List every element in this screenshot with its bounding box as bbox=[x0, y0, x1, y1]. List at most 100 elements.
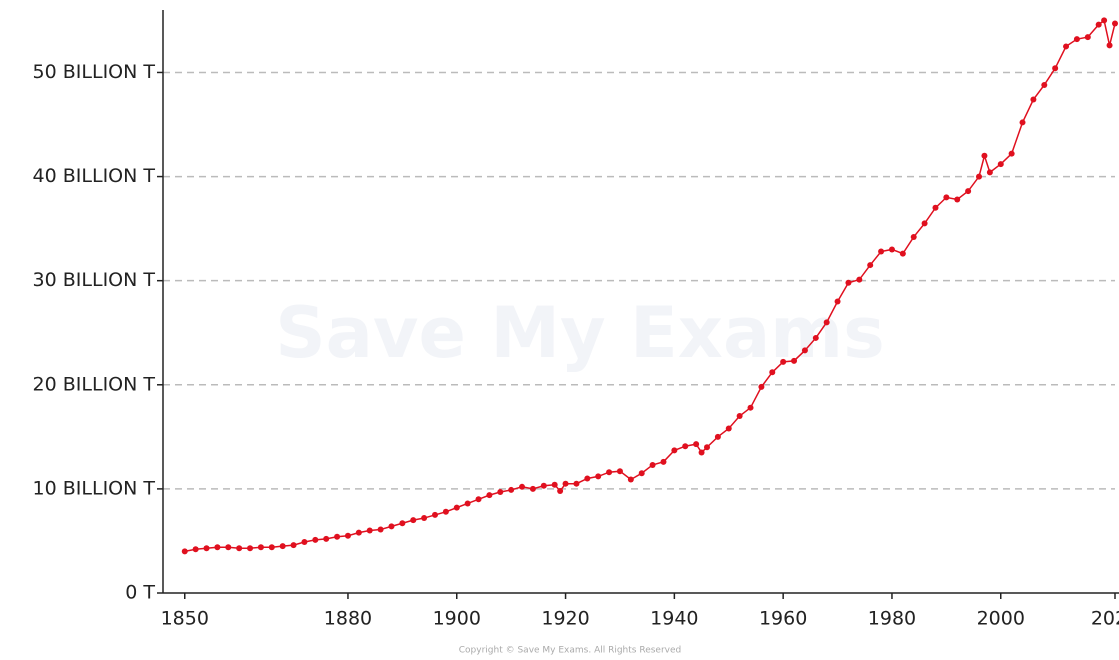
data-point bbox=[954, 196, 961, 203]
data-line bbox=[184, 19, 1116, 553]
y-tick-label: 0 T bbox=[125, 582, 155, 604]
data-point bbox=[301, 538, 308, 545]
data-point bbox=[529, 485, 536, 492]
y-tick-label: 20 BILLION T bbox=[33, 373, 156, 395]
data-point bbox=[192, 546, 199, 553]
data-point bbox=[1073, 36, 1080, 43]
data-point bbox=[432, 511, 438, 518]
data-point bbox=[671, 447, 678, 454]
data-point bbox=[453, 504, 460, 511]
data-point bbox=[932, 204, 939, 211]
data-point bbox=[562, 480, 569, 487]
data-point bbox=[557, 487, 564, 494]
data-point bbox=[943, 194, 950, 201]
x-tick-label: 1900 bbox=[433, 608, 481, 630]
data-point bbox=[791, 357, 798, 364]
data-point bbox=[355, 529, 362, 536]
y-tick-label: 40 BILLION T bbox=[33, 165, 156, 187]
data-point bbox=[693, 441, 700, 448]
data-point bbox=[921, 220, 928, 227]
y-tick-label: 10 BILLION T bbox=[33, 477, 156, 499]
data-point bbox=[475, 496, 482, 503]
footer: Copyright © Save My Exams. All Rights Re… bbox=[459, 646, 681, 656]
data-point bbox=[910, 233, 917, 240]
data-point bbox=[899, 250, 906, 257]
data-point bbox=[997, 161, 1004, 168]
data-point bbox=[649, 461, 656, 468]
data-point bbox=[1063, 43, 1070, 50]
data-point bbox=[573, 480, 580, 487]
data-point bbox=[334, 533, 341, 540]
data-point bbox=[344, 532, 351, 539]
y-tick-label: 30 BILLION T bbox=[33, 269, 156, 291]
data-point bbox=[497, 489, 504, 496]
data-point bbox=[801, 347, 808, 354]
data-point bbox=[464, 500, 471, 507]
data-point bbox=[682, 443, 689, 450]
x-tick-label: 2000 bbox=[977, 608, 1025, 630]
data-point bbox=[399, 520, 406, 527]
data-point bbox=[780, 358, 787, 365]
data-point bbox=[725, 425, 732, 432]
data-point bbox=[736, 413, 743, 420]
data-point bbox=[660, 458, 667, 465]
data-point bbox=[410, 517, 417, 524]
y-tick-label: 50 BILLION T bbox=[33, 61, 156, 83]
data-point bbox=[442, 508, 449, 515]
data-point bbox=[181, 548, 188, 555]
data-point bbox=[769, 369, 776, 376]
data-point bbox=[638, 470, 645, 477]
data-point bbox=[312, 536, 319, 543]
data-point bbox=[1095, 21, 1102, 28]
x-tick-label: 1850 bbox=[161, 608, 209, 630]
data-point bbox=[1106, 42, 1113, 49]
data-point bbox=[421, 515, 428, 522]
data-point bbox=[1052, 65, 1059, 72]
data-point bbox=[1019, 119, 1026, 126]
data-point bbox=[388, 523, 395, 530]
data-point bbox=[236, 545, 243, 552]
data-point bbox=[595, 473, 602, 480]
data-point bbox=[1084, 34, 1091, 41]
data-point bbox=[714, 433, 721, 440]
data-point bbox=[704, 444, 710, 451]
x-tick-label: 1940 bbox=[650, 608, 698, 630]
data-point bbox=[747, 404, 754, 411]
data-point bbox=[867, 262, 874, 269]
data-point bbox=[856, 276, 863, 283]
data-point bbox=[845, 279, 852, 286]
x-tick-label: 1880 bbox=[324, 608, 372, 630]
data-point bbox=[606, 469, 613, 476]
data-point bbox=[268, 544, 275, 551]
data-point bbox=[878, 248, 885, 255]
data-point bbox=[225, 544, 232, 551]
data-point bbox=[257, 544, 264, 551]
data-point bbox=[519, 483, 526, 490]
data-point bbox=[823, 319, 830, 326]
data-point bbox=[616, 468, 623, 475]
data-point bbox=[812, 334, 819, 341]
data-point bbox=[976, 173, 982, 180]
data-point bbox=[1030, 96, 1037, 103]
data-point bbox=[965, 188, 972, 195]
data-point bbox=[508, 486, 515, 493]
data-point bbox=[1112, 20, 1118, 27]
data-point bbox=[377, 526, 384, 533]
data-point bbox=[203, 545, 210, 552]
data-point bbox=[1101, 17, 1108, 24]
data-point bbox=[981, 152, 988, 159]
data-point bbox=[290, 542, 297, 549]
data-point bbox=[627, 476, 634, 483]
data-point bbox=[486, 492, 493, 499]
data-point bbox=[214, 544, 221, 551]
data-point bbox=[1008, 150, 1015, 157]
data-point bbox=[323, 535, 330, 542]
data-point bbox=[366, 527, 373, 534]
x-tick-label: 2021 bbox=[1091, 608, 1119, 630]
x-tick-label: 1920 bbox=[541, 608, 589, 630]
data-point bbox=[247, 545, 254, 552]
data-point bbox=[758, 383, 765, 390]
data-point bbox=[540, 482, 547, 489]
data-point bbox=[986, 169, 993, 176]
data-point bbox=[834, 298, 841, 305]
